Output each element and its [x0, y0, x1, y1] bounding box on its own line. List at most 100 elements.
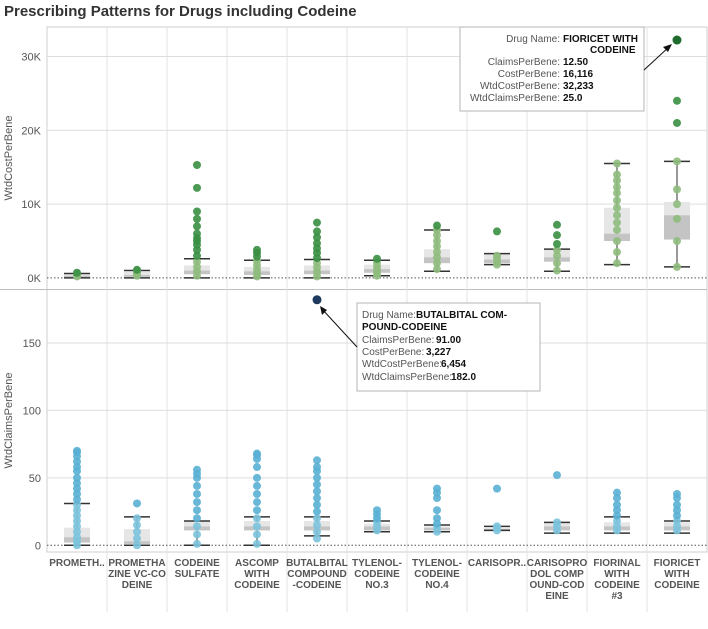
claims-data-point[interactable]: [313, 487, 321, 496]
claims-data-point[interactable]: [193, 465, 201, 474]
cost-data-point[interactable]: [193, 229, 201, 238]
cost-data-point[interactable]: [73, 268, 81, 277]
cost-data-point[interactable]: [373, 254, 381, 263]
cost-max-point[interactable]: [672, 35, 682, 45]
claims-data-point[interactable]: [133, 534, 141, 543]
claims-data-point[interactable]: [433, 514, 441, 523]
claims-data-point[interactable]: [253, 530, 261, 539]
cost-data-point[interactable]: [433, 237, 441, 246]
cost-data-point[interactable]: [253, 245, 261, 254]
cost-data-point[interactable]: [613, 196, 621, 205]
cost-data-point[interactable]: [673, 200, 681, 209]
claims-data-point[interactable]: [613, 500, 621, 509]
claims-data-point[interactable]: [193, 490, 201, 499]
cost-data-point[interactable]: [313, 218, 321, 227]
claims-data-point[interactable]: [313, 480, 321, 489]
claims-data-point[interactable]: [193, 522, 201, 531]
cost-data-point[interactable]: [193, 214, 201, 223]
claims-data-point[interactable]: [73, 446, 81, 455]
cost-data-point[interactable]: [613, 225, 621, 234]
claims-data-point[interactable]: [193, 481, 201, 490]
claims-data-point[interactable]: [133, 499, 141, 508]
claims-data-point[interactable]: [613, 488, 621, 497]
claims-data-point[interactable]: [313, 500, 321, 509]
cost-data-point[interactable]: [613, 176, 621, 185]
claims-data-point[interactable]: [253, 506, 261, 515]
claims-data-point[interactable]: [253, 449, 261, 458]
cost-data-point[interactable]: [553, 266, 561, 275]
claims-data-point[interactable]: [493, 522, 501, 531]
claims-data-point[interactable]: [493, 484, 501, 493]
claims-data-point[interactable]: [673, 500, 681, 509]
cost-data-point[interactable]: [673, 185, 681, 194]
cost-data-point[interactable]: [613, 237, 621, 246]
cost-data-point[interactable]: [673, 262, 681, 271]
claims-data-point[interactable]: [313, 527, 321, 536]
claims-data-point[interactable]: [253, 463, 261, 472]
claims-data-point[interactable]: [193, 514, 201, 523]
cost-data-point[interactable]: [493, 251, 501, 260]
claims-data-point[interactable]: [313, 521, 321, 530]
cost-data-point[interactable]: [553, 220, 561, 229]
claims-data-point[interactable]: [133, 514, 141, 523]
cost-data-point[interactable]: [613, 203, 621, 212]
claims-data-point[interactable]: [313, 456, 321, 465]
cost-data-point[interactable]: [193, 251, 201, 260]
claims-data-point[interactable]: [73, 473, 81, 482]
cost-data-point[interactable]: [193, 222, 201, 231]
cost-data-point[interactable]: [673, 96, 681, 105]
cost-data-point[interactable]: [613, 183, 621, 192]
cost-data-point[interactable]: [193, 183, 201, 192]
claims-data-point[interactable]: [253, 539, 261, 548]
cost-data-point[interactable]: [613, 211, 621, 220]
cost-data-point[interactable]: [193, 161, 201, 170]
cost-data-point[interactable]: [133, 265, 141, 274]
cost-data-point[interactable]: [673, 214, 681, 223]
claims-data-point[interactable]: [253, 490, 261, 499]
cost-data-point[interactable]: [433, 265, 441, 274]
claims-data-point[interactable]: [133, 521, 141, 530]
claims-data-point[interactable]: [193, 498, 201, 507]
cost-data-point[interactable]: [313, 239, 321, 248]
cost-data-point[interactable]: [433, 221, 441, 230]
claims-data-point[interactable]: [673, 490, 681, 499]
cost-data-point[interactable]: [193, 207, 201, 216]
cost-data-point[interactable]: [313, 233, 321, 242]
claims-data-point[interactable]: [253, 522, 261, 531]
claims-data-point[interactable]: [253, 481, 261, 490]
claims-data-point[interactable]: [313, 494, 321, 503]
claims-data-point[interactable]: [313, 473, 321, 482]
cost-data-point[interactable]: [553, 239, 561, 248]
cost-data-point[interactable]: [553, 245, 561, 254]
cost-data-point[interactable]: [613, 170, 621, 179]
claims-data-point[interactable]: [253, 514, 261, 523]
claims-data-point[interactable]: [253, 473, 261, 482]
cost-data-point[interactable]: [553, 251, 561, 260]
cost-data-point[interactable]: [613, 248, 621, 257]
cost-data-point[interactable]: [613, 189, 621, 198]
claims-data-point[interactable]: [193, 506, 201, 515]
claims-data-point[interactable]: [253, 498, 261, 507]
claims-data-point[interactable]: [193, 530, 201, 539]
claims-max-point[interactable]: [312, 295, 322, 305]
claims-data-point[interactable]: [133, 527, 141, 536]
cost-data-point[interactable]: [313, 227, 321, 236]
claims-data-point[interactable]: [553, 471, 561, 480]
claims-data-point[interactable]: [373, 506, 381, 515]
claims-data-point[interactable]: [313, 463, 321, 472]
claims-data-point[interactable]: [433, 484, 441, 493]
claims-data-point[interactable]: [313, 534, 321, 543]
cost-data-point[interactable]: [613, 218, 621, 227]
cost-data-point[interactable]: [553, 259, 561, 268]
cost-data-point[interactable]: [613, 259, 621, 268]
claims-data-point[interactable]: [313, 514, 321, 523]
claims-data-point[interactable]: [553, 518, 561, 527]
cost-data-point[interactable]: [193, 257, 201, 266]
claims-data-point[interactable]: [313, 507, 321, 516]
cost-data-point[interactable]: [673, 157, 681, 166]
cost-data-point[interactable]: [673, 237, 681, 246]
cost-data-point[interactable]: [493, 227, 501, 236]
cost-box-upper[interactable]: [664, 201, 690, 216]
cost-data-point[interactable]: [613, 159, 621, 168]
